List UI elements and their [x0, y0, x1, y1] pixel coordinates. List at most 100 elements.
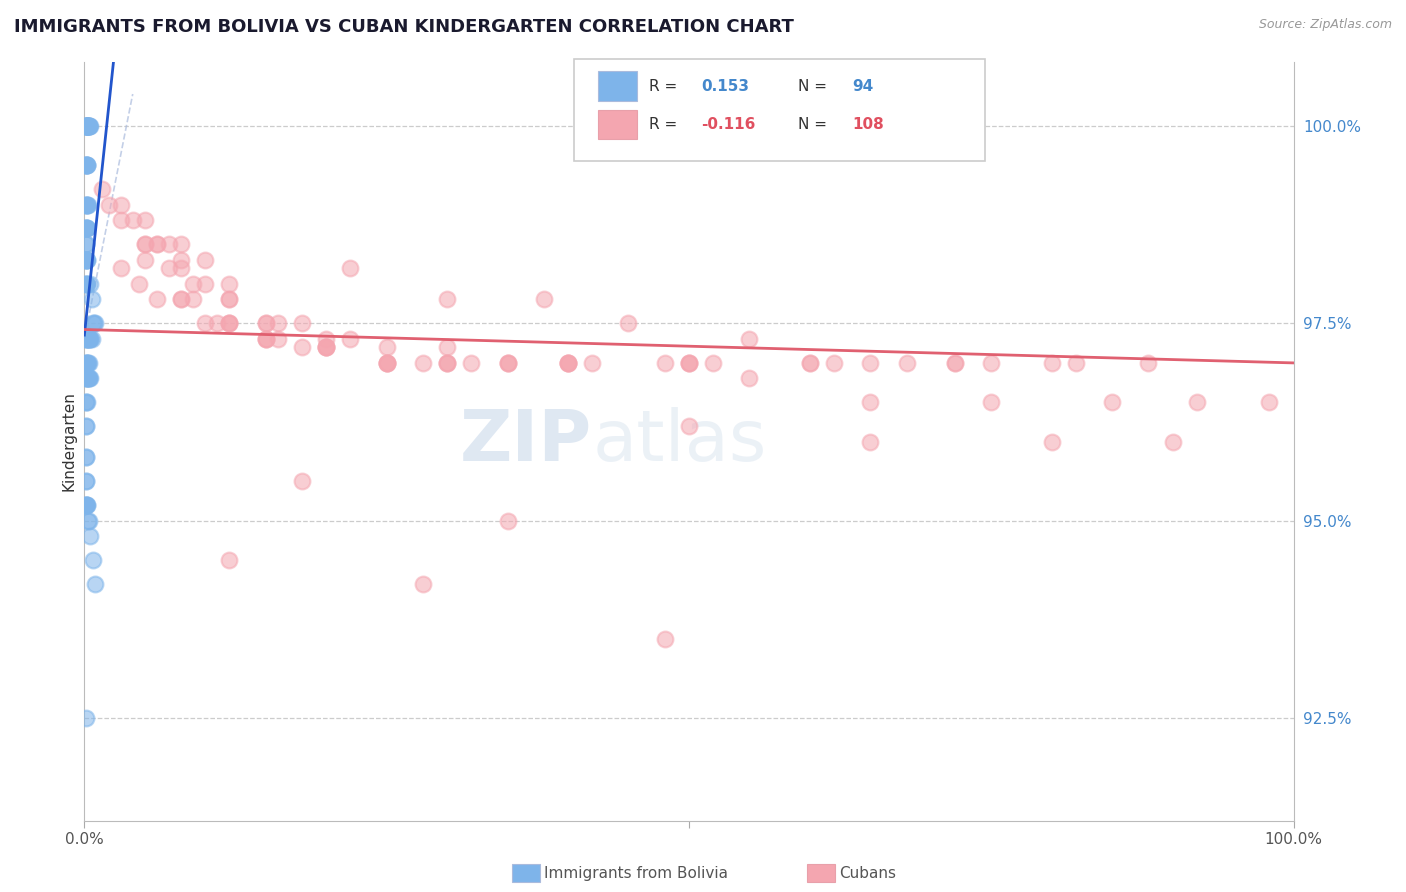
Text: -0.116: -0.116 — [702, 117, 755, 132]
Point — [654, 632, 676, 646]
Point — [980, 355, 1002, 369]
Point — [557, 355, 579, 369]
Point — [1040, 355, 1063, 369]
Point — [80, 293, 103, 307]
Point — [75, 221, 97, 235]
Point — [76, 119, 98, 133]
Point — [617, 316, 640, 330]
Point — [79, 332, 101, 346]
Point — [76, 371, 98, 385]
Point — [738, 332, 761, 346]
Text: N =: N = — [797, 78, 827, 94]
Point — [436, 355, 458, 369]
Point — [76, 158, 98, 172]
Point — [654, 355, 676, 369]
Point — [110, 213, 132, 227]
Point — [77, 371, 100, 385]
Point — [1064, 355, 1087, 369]
Point — [75, 498, 97, 512]
Point — [82, 316, 104, 330]
Point — [75, 158, 97, 172]
Point — [80, 332, 103, 346]
Point — [76, 119, 98, 133]
Point — [799, 355, 821, 369]
Point — [79, 529, 101, 543]
Point — [291, 316, 314, 330]
Point — [76, 332, 98, 346]
Point — [194, 316, 217, 330]
Point — [75, 395, 97, 409]
Point — [859, 434, 882, 449]
Text: atlas: atlas — [592, 407, 766, 476]
Point — [339, 260, 361, 275]
Point — [76, 252, 98, 267]
Point — [77, 332, 100, 346]
Point — [496, 514, 519, 528]
Point — [76, 221, 98, 235]
Point — [76, 332, 98, 346]
Point — [375, 340, 398, 354]
Y-axis label: Kindergarten: Kindergarten — [60, 392, 76, 491]
Point — [859, 355, 882, 369]
Point — [170, 260, 193, 275]
Text: N =: N = — [797, 117, 827, 132]
Point — [75, 197, 97, 211]
Point — [134, 237, 156, 252]
Point — [75, 252, 97, 267]
Point — [75, 158, 97, 172]
Point — [128, 277, 150, 291]
Point — [315, 340, 337, 354]
Point — [581, 355, 603, 369]
Point — [557, 355, 579, 369]
Text: IMMIGRANTS FROM BOLIVIA VS CUBAN KINDERGARTEN CORRELATION CHART: IMMIGRANTS FROM BOLIVIA VS CUBAN KINDERG… — [14, 18, 794, 36]
Point — [496, 355, 519, 369]
Point — [218, 553, 240, 567]
Point — [77, 332, 100, 346]
Point — [75, 498, 97, 512]
Point — [77, 355, 100, 369]
Point — [79, 332, 101, 346]
Point — [121, 213, 143, 227]
Point — [82, 553, 104, 567]
Point — [76, 119, 98, 133]
Point — [91, 182, 114, 196]
Point — [77, 119, 100, 133]
Point — [77, 119, 100, 133]
Text: 94: 94 — [852, 78, 873, 94]
Point — [75, 252, 97, 267]
Point — [75, 418, 97, 433]
Point — [157, 260, 180, 275]
Point — [375, 355, 398, 369]
Point — [267, 316, 290, 330]
Point — [77, 197, 100, 211]
Point — [896, 355, 918, 369]
Point — [75, 237, 97, 252]
Point — [79, 277, 101, 291]
Point — [436, 355, 458, 369]
Point — [76, 158, 98, 172]
Point — [77, 119, 100, 133]
Point — [75, 221, 97, 235]
Point — [77, 119, 100, 133]
Point — [799, 355, 821, 369]
Point — [254, 332, 277, 346]
Point — [75, 237, 97, 252]
Point — [943, 355, 966, 369]
Point — [291, 474, 314, 488]
Point — [218, 316, 240, 330]
Point — [75, 332, 97, 346]
FancyBboxPatch shape — [599, 71, 637, 101]
Text: R =: R = — [650, 117, 678, 132]
Point — [460, 355, 482, 369]
Point — [859, 395, 882, 409]
Point — [76, 498, 98, 512]
Point — [678, 355, 700, 369]
Point — [75, 332, 97, 346]
Point — [1101, 395, 1123, 409]
Point — [218, 293, 240, 307]
Point — [79, 119, 101, 133]
Point — [980, 395, 1002, 409]
Point — [267, 332, 290, 346]
Point — [315, 332, 337, 346]
Point — [75, 450, 97, 465]
